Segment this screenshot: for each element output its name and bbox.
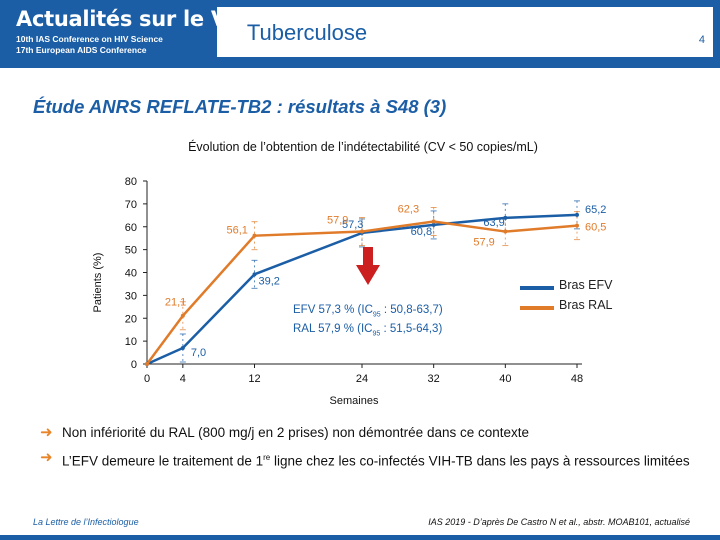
data-point (252, 233, 257, 238)
data-label: 39,2 (259, 275, 280, 287)
chart-title-text: Évolution de l’obtention de l’indétectab… (188, 140, 538, 154)
x-tick-label: 40 (499, 373, 511, 385)
series-line-efv (146, 213, 578, 366)
y-tick-label: 50 (125, 245, 137, 257)
stats-ral: RAL 57,9 % (IC95 : 51,5-64,3) (293, 322, 443, 341)
stats-ral-subscript: 95 (372, 330, 381, 338)
topic-box: Tuberculose 4 (217, 7, 713, 57)
data-point (145, 362, 149, 366)
y-tick-label: 80 (125, 176, 137, 188)
y-tick-label: 70 (125, 199, 137, 211)
x-tick-label: 12 (248, 373, 260, 385)
brand-subtitle-2: 17th European AIDS Conference (16, 44, 147, 55)
brand-block: Actualités sur le VIH 10th IAS Conferenc… (16, 7, 252, 55)
slide-title-text: Étude ANRS REFLATE-TB2 : résultats à S48 (33, 96, 419, 117)
stats-efv: EFV 57,3 % (IC95 : 50,8-63,7) (293, 303, 443, 322)
topic-title: Tuberculose (246, 20, 368, 45)
stats-efv-text: EFV 57,3 % (IC (293, 304, 373, 316)
data-label: 65,2 (585, 204, 606, 216)
footer-reference: IAS 2019 - D’après De Castro N et al., a… (428, 517, 690, 527)
x-tick-label: 0 (144, 373, 150, 385)
stats-efv-subscript: 95 (372, 311, 381, 319)
data-point (575, 212, 579, 217)
slide-title-reference: (3) (423, 96, 447, 117)
x-tick-label: 4 (180, 373, 186, 385)
x-tick-label: 48 (571, 373, 583, 385)
data-label: 56,1 (227, 225, 248, 237)
x-axis-title: Semaines (330, 395, 379, 407)
data-label: 60,5 (585, 222, 606, 234)
page-number: 4 (698, 34, 705, 46)
data-label: 63,9 (483, 217, 504, 229)
slide-title: Étude ANRS REFLATE-TB2 : résultats à S48… (33, 96, 446, 118)
y-axis-title: Patients (%) (92, 253, 104, 313)
footer-bar (0, 535, 720, 540)
data-point (503, 215, 508, 220)
data-point (252, 272, 257, 277)
stats-efv-range: : 50,8-63,7) (380, 304, 443, 316)
data-label: 57,9 (473, 237, 494, 249)
data-point (575, 223, 579, 228)
bullet-2: ➜ L’EFV demeure le traitement de 1re lig… (40, 449, 700, 470)
y-tick-label: 20 (125, 313, 137, 325)
data-label: 60,8 (411, 226, 432, 238)
arrow-right-icon: ➜ (40, 449, 53, 466)
x-tick-label: 32 (428, 373, 440, 385)
data-label: 62,3 (398, 203, 419, 215)
bullet-2-text-a: L’EFV demeure le traitement de 1 (62, 453, 264, 469)
stats-ral-text: RAL 57,9 % (IC (293, 323, 373, 336)
data-label: 21,1 (165, 297, 186, 309)
data-label: 57,9 (327, 215, 348, 227)
x-tick-label: 24 (356, 373, 368, 385)
legend-label-efv: Bras EFV (559, 278, 613, 292)
data-point (431, 219, 436, 224)
y-tick-label: 0 (131, 359, 137, 371)
stats-ral-range: : 51,5-64,3) (380, 323, 443, 336)
legend-swatch-efv (520, 286, 554, 290)
arrow-down-icon (356, 265, 380, 285)
data-point (180, 313, 185, 318)
legend-swatch-ral (520, 306, 554, 310)
data-label: 7,0 (191, 347, 206, 359)
footer-journal: La Lettre de l’Infectiologue (33, 517, 139, 527)
arrow-right-icon: ➜ (40, 424, 53, 441)
data-point (360, 229, 364, 234)
y-tick-label: 30 (125, 290, 137, 302)
data-point (180, 345, 185, 350)
arrow-down-icon (363, 247, 373, 265)
stats-annotation: EFV 57,3 % (IC95 : 50,8-63,7) RAL 57,9 %… (293, 303, 443, 342)
brand-subtitle-1: 10th IAS Conference on HIV Science (16, 34, 163, 44)
bullet-1-text: Non infériorité du RAL (800 mg/j en 2 pr… (62, 425, 530, 440)
conclusion-bullets: ➜ Non infériorité du RAL (800 mg/j en 2 … (40, 424, 700, 478)
brand-title: Actualités sur le VIH (16, 7, 252, 31)
bullet-2-superscript: re (263, 453, 271, 462)
bullet-2-text-b: ligne chez les co-infectés VIH-TB dans l… (270, 453, 690, 469)
y-tick-label: 40 (125, 268, 137, 280)
y-tick-label: 60 (125, 222, 137, 234)
header-banner: Actualités sur le VIH 10th IAS Conferenc… (0, 0, 720, 68)
legend-label-ral: Bras RAL (559, 298, 613, 312)
data-label: 57,3 (342, 219, 363, 231)
data-point (503, 229, 508, 234)
chart-title: Évolution de l’obtention de l’indétectab… (0, 140, 720, 154)
y-tick-label: 10 (125, 336, 137, 348)
data-point (431, 222, 436, 227)
bullet-1: ➜ Non infériorité du RAL (800 mg/j en 2 … (40, 424, 700, 441)
